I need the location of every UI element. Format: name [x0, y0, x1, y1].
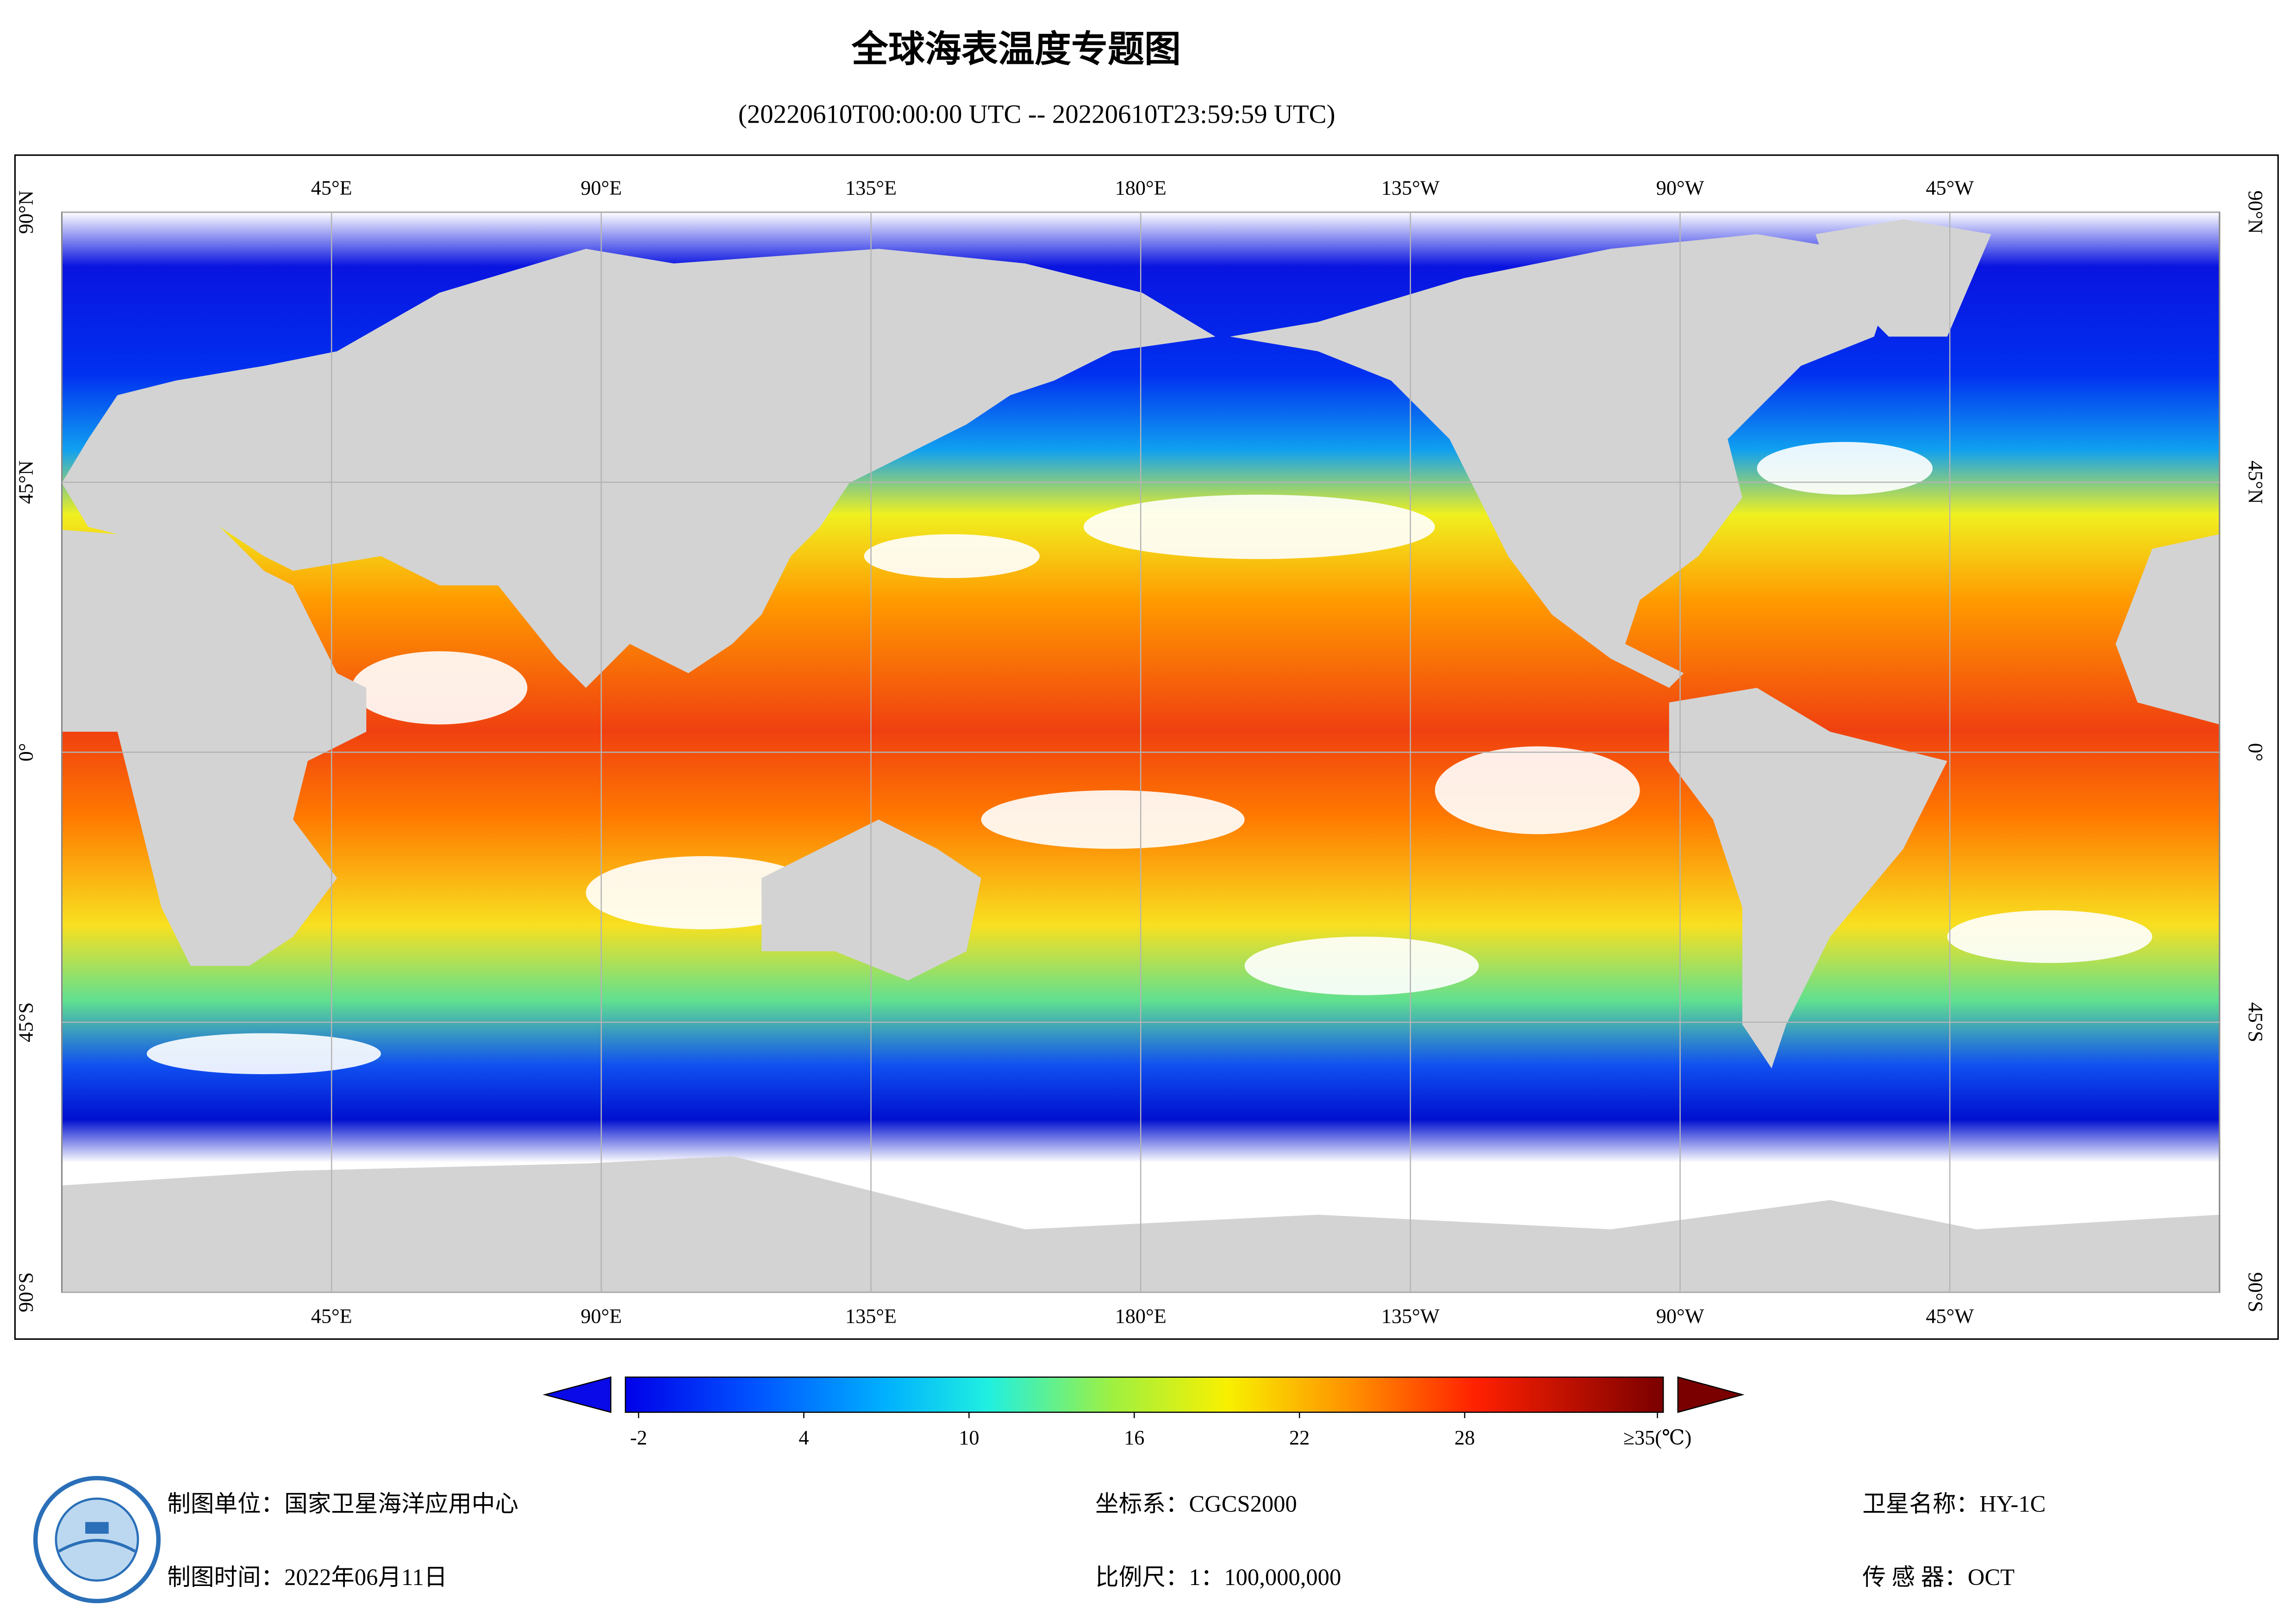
- lat-label-right: 90°N: [2244, 191, 2267, 234]
- lat-label-left: 90°N: [14, 191, 37, 234]
- lat-label-right: 0°: [2244, 743, 2267, 762]
- colorbar-tick-label: ≥35(℃): [1623, 1426, 1692, 1449]
- lat-label-right: 45°N: [2244, 460, 2267, 504]
- lon-label-bottom: 135°W: [1381, 1305, 1440, 1328]
- lon-label-bottom: 45°E: [311, 1305, 352, 1328]
- satellite-name: 卫星名称：HY-1C: [1862, 1491, 2046, 1517]
- colorbar-tick-label: 28: [1454, 1426, 1475, 1449]
- subtitle: (20220610T00:00:00 UTC -- 20220610T23:59…: [738, 100, 1335, 129]
- lon-label-top: 45°W: [1926, 177, 1974, 199]
- colorbar-under-arrow: [543, 1376, 611, 1413]
- logo: [33, 1476, 161, 1604]
- lat-label-left: 45°S: [14, 1002, 37, 1043]
- lon-label-top: 135°E: [845, 177, 897, 199]
- colorbar-over-arrow: [1677, 1376, 1745, 1413]
- colorbar: -2 4 10 16 22 28 ≥35(℃): [543, 1376, 1745, 1449]
- colorbar-tick-label: 16: [1124, 1426, 1144, 1449]
- sensor: 传 感 器：OCT: [1862, 1564, 2015, 1590]
- lon-label-bottom: 180°E: [1115, 1305, 1167, 1328]
- lon-label-bottom: 45°W: [1926, 1305, 1974, 1328]
- lon-label-top: 45°E: [311, 177, 352, 199]
- colorbar-tick-label: 4: [799, 1426, 809, 1449]
- lon-label-top: 180°E: [1115, 177, 1167, 199]
- lon-label-top: 90°E: [580, 177, 622, 199]
- lat-label-left: 45°N: [14, 460, 37, 504]
- lon-label-bottom: 90°E: [580, 1305, 622, 1328]
- lon-label-top: 90°W: [1656, 177, 1704, 199]
- map-scale: 比例尺：1：100,000,000: [1095, 1564, 1341, 1590]
- lon-label-top: 135°W: [1381, 177, 1440, 199]
- lat-label-left: 0°: [14, 743, 37, 762]
- map: [61, 211, 2221, 1293]
- lon-label-bottom: 135°E: [845, 1305, 897, 1328]
- map-frame: [14, 154, 2279, 1340]
- colorbar-tick-label: 10: [959, 1426, 979, 1449]
- producer: 制图单位：国家卫星海洋应用中心: [167, 1491, 518, 1517]
- title: 全球海表温度专题图: [851, 28, 1181, 70]
- colorbar-ramp: [624, 1376, 1664, 1413]
- colorbar-tick-label: -2: [630, 1426, 647, 1449]
- colorbar-tick-label: 22: [1289, 1426, 1310, 1449]
- lat-label-left: 90°S: [14, 1272, 37, 1312]
- production-date: 制图时间：2022年06月11日: [167, 1564, 447, 1590]
- lon-label-bottom: 90°W: [1656, 1305, 1704, 1328]
- lat-label-right: 90°S: [2244, 1272, 2267, 1312]
- coordinate-system: 坐标系：CGCS2000: [1095, 1491, 1297, 1517]
- lat-label-right: 45°S: [2244, 1002, 2267, 1043]
